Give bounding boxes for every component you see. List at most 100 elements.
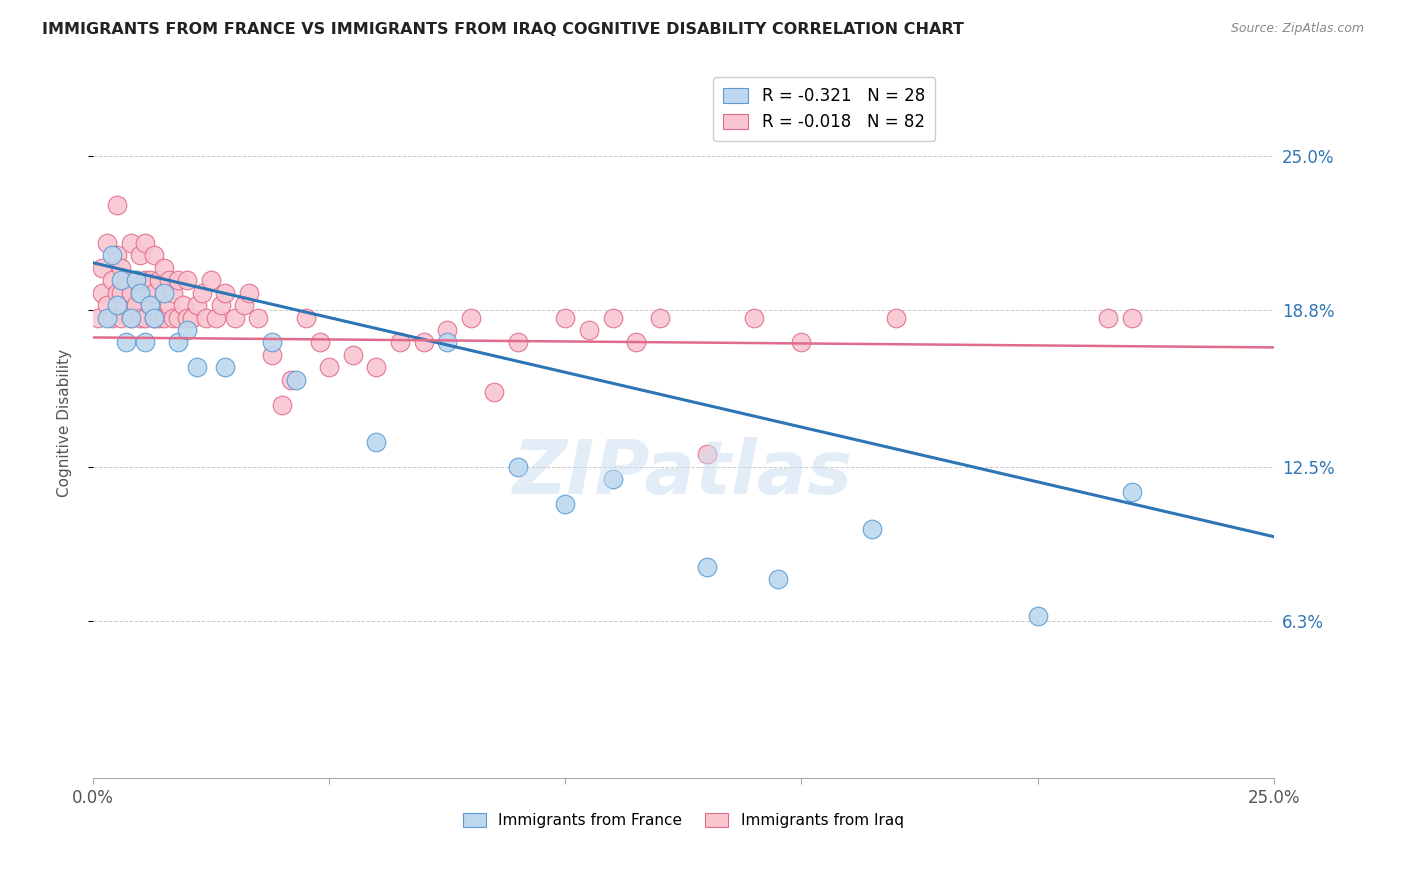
Point <box>648 310 671 325</box>
Point <box>204 310 226 325</box>
Point <box>624 335 647 350</box>
Point <box>262 348 284 362</box>
Point <box>153 260 176 275</box>
Point <box>167 273 190 287</box>
Point <box>186 360 208 375</box>
Point <box>280 373 302 387</box>
Point <box>506 335 529 350</box>
Point <box>143 310 166 325</box>
Point <box>172 298 194 312</box>
Point <box>91 260 114 275</box>
Point <box>153 310 176 325</box>
Point <box>120 310 142 325</box>
Point <box>120 235 142 250</box>
Point <box>101 310 124 325</box>
Point <box>436 335 458 350</box>
Point <box>209 298 232 312</box>
Point <box>214 285 236 300</box>
Point <box>120 310 142 325</box>
Point <box>129 248 152 262</box>
Point <box>110 310 132 325</box>
Point <box>1121 310 1143 325</box>
Point <box>412 335 434 350</box>
Point <box>366 360 388 375</box>
Point <box>96 298 118 312</box>
Point <box>148 310 170 325</box>
Point <box>554 497 576 511</box>
Point <box>167 310 190 325</box>
Point <box>124 273 146 287</box>
Point <box>294 310 316 325</box>
Point <box>105 198 128 212</box>
Point <box>308 335 330 350</box>
Point <box>176 310 198 325</box>
Point <box>186 298 208 312</box>
Point <box>134 273 156 287</box>
Point <box>389 335 412 350</box>
Point <box>366 435 388 450</box>
Point <box>271 398 294 412</box>
Point <box>167 335 190 350</box>
Point <box>285 373 308 387</box>
Point <box>143 248 166 262</box>
Point <box>110 260 132 275</box>
Point <box>157 273 180 287</box>
Point <box>143 285 166 300</box>
Point <box>318 360 340 375</box>
Point <box>115 335 138 350</box>
Point <box>129 310 152 325</box>
Point <box>134 235 156 250</box>
Point <box>134 335 156 350</box>
Point <box>148 273 170 287</box>
Point <box>1121 484 1143 499</box>
Point <box>195 310 218 325</box>
Point <box>101 273 124 287</box>
Point <box>124 273 146 287</box>
Point <box>110 273 132 287</box>
Point <box>96 310 118 325</box>
Point <box>138 273 160 287</box>
Point <box>96 235 118 250</box>
Point <box>129 285 152 300</box>
Point <box>190 285 212 300</box>
Point <box>176 323 198 337</box>
Point <box>233 298 256 312</box>
Point <box>105 285 128 300</box>
Point <box>115 273 138 287</box>
Point <box>224 310 246 325</box>
Point <box>506 459 529 474</box>
Point <box>134 310 156 325</box>
Point <box>162 310 184 325</box>
Point <box>742 310 765 325</box>
Point <box>484 385 506 400</box>
Y-axis label: Cognitive Disability: Cognitive Disability <box>58 350 72 498</box>
Point <box>105 298 128 312</box>
Point <box>138 298 160 312</box>
Point <box>214 360 236 375</box>
Point <box>87 310 110 325</box>
Point <box>157 298 180 312</box>
Point <box>129 285 152 300</box>
Text: ZIPatlas: ZIPatlas <box>513 436 853 509</box>
Point <box>200 273 222 287</box>
Point <box>696 448 718 462</box>
Point <box>176 273 198 287</box>
Point <box>1026 609 1049 624</box>
Point <box>153 285 176 300</box>
Point <box>153 285 176 300</box>
Point <box>143 310 166 325</box>
Text: Source: ZipAtlas.com: Source: ZipAtlas.com <box>1230 22 1364 36</box>
Point <box>162 285 184 300</box>
Text: IMMIGRANTS FROM FRANCE VS IMMIGRANTS FROM IRAQ COGNITIVE DISABILITY CORRELATION : IMMIGRANTS FROM FRANCE VS IMMIGRANTS FRO… <box>42 22 965 37</box>
Point <box>766 572 789 586</box>
Point <box>120 285 142 300</box>
Point <box>181 310 204 325</box>
Point <box>460 310 482 325</box>
Point <box>105 248 128 262</box>
Point <box>578 323 600 337</box>
Point <box>602 310 624 325</box>
Point <box>115 298 138 312</box>
Point <box>436 323 458 337</box>
Point <box>884 310 907 325</box>
Point <box>247 310 270 325</box>
